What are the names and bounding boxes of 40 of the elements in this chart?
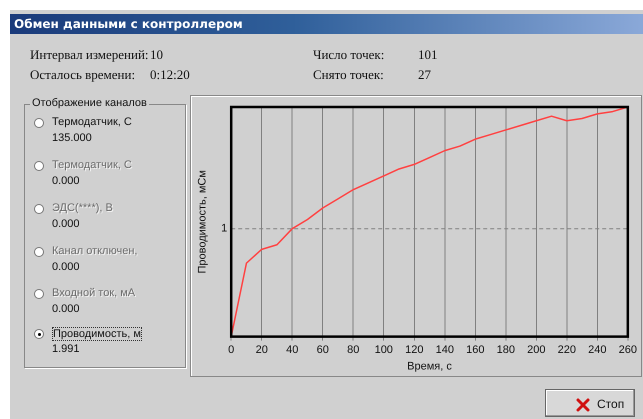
x-tick-label: 220 <box>558 344 576 356</box>
text: 27 <box>418 67 431 83</box>
x-axis-title: Время, с <box>407 360 452 372</box>
text: 135.000 <box>52 132 92 144</box>
x-tick-label: 240 <box>588 344 606 356</box>
text: Осталось времени: <box>30 67 136 83</box>
text: ЭДС(****), В <box>52 202 113 214</box>
text: 0.000 <box>52 261 80 273</box>
text: Термодатчик, С <box>52 116 132 128</box>
text: Число точек: <box>313 47 384 63</box>
text: 1 <box>221 222 228 235</box>
text: 101 <box>418 47 438 63</box>
text: Снято точек: <box>313 67 384 83</box>
x-tick-label: 140 <box>436 344 454 356</box>
x-tick-label: 100 <box>374 344 393 356</box>
x-tick-label: 200 <box>527 344 546 356</box>
text: Обмен данными с контроллером <box>10 14 643 34</box>
text: 0.000 <box>52 218 80 230</box>
text: 0:12:20 <box>150 67 190 83</box>
text: 10 <box>150 47 163 63</box>
text: Канал отключен, <box>52 245 138 257</box>
y-axis-title: Проводимость, мСм <box>196 170 209 274</box>
text: Входной ток, мА <box>52 287 136 299</box>
x-tick-label: 120 <box>405 344 424 356</box>
text: 0.000 <box>52 175 80 187</box>
text: Проводимость, м <box>52 327 142 341</box>
x-tick-label: 180 <box>496 344 515 356</box>
x-tick-label: 20 <box>256 344 268 356</box>
x-tick-label: 60 <box>316 344 329 356</box>
x-tick-label: 160 <box>466 344 484 356</box>
text: 0.000 <box>52 303 80 315</box>
x-tick-label: 260 <box>618 344 638 356</box>
text: Термодатчик, С <box>52 159 132 171</box>
text: Интервал измерений: <box>30 47 149 63</box>
x-tick-label: 80 <box>347 344 360 356</box>
text: Стоп <box>597 397 624 411</box>
x-tick-label: 0 <box>228 344 234 356</box>
text: 1.991 <box>52 343 80 355</box>
text: Отображение каналов <box>30 97 149 109</box>
x-tick-label: 40 <box>286 344 298 356</box>
